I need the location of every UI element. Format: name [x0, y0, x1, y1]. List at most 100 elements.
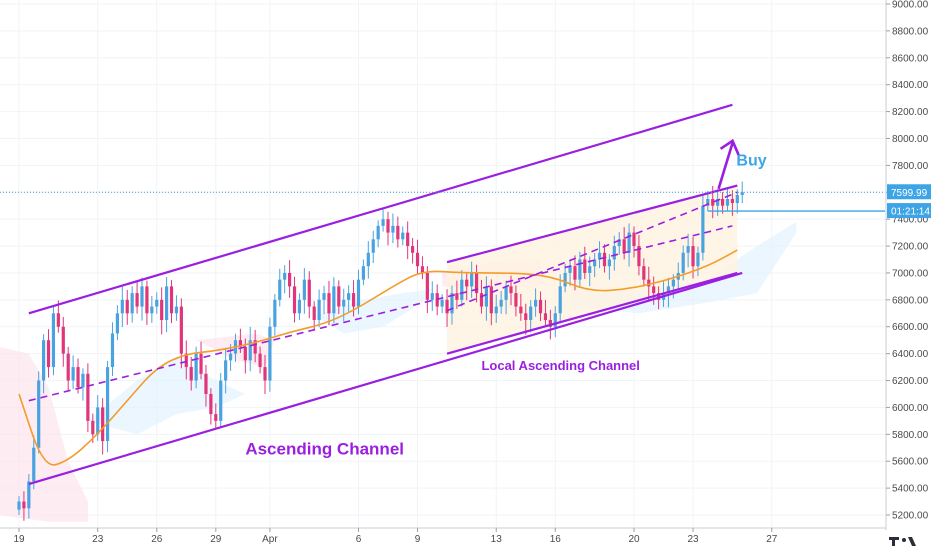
time-tick-label: 19 [13, 534, 25, 545]
candle-body [91, 420, 95, 435]
candle-body [637, 246, 641, 267]
time-tick-label: 29 [210, 534, 222, 545]
candle-body [701, 205, 705, 253]
candle-body [440, 299, 444, 307]
candle-body [573, 266, 577, 280]
candle-body [105, 367, 110, 442]
candle-body [396, 225, 400, 240]
candle-body [460, 279, 464, 300]
candle-body [489, 286, 493, 314]
price-tick-label: 5800.00 [892, 430, 929, 441]
candle-body [145, 286, 149, 314]
candle-body [420, 266, 425, 273]
candle-body [194, 353, 198, 381]
candle-body [150, 306, 154, 314]
candle-body [17, 501, 21, 510]
candle-body [110, 333, 115, 368]
candle-body [214, 414, 218, 421]
candle-body [66, 353, 70, 381]
candles [17, 181, 744, 521]
channel-lines[interactable] [0, 103, 885, 486]
annotations: Ascending Channel Local Ascending Channel… [245, 138, 767, 458]
candle-body [612, 246, 616, 260]
price-tick-label: 6400.00 [892, 349, 929, 360]
time-tick-label: 26 [151, 534, 163, 545]
candle-body [204, 373, 208, 394]
candle-body [37, 380, 41, 448]
candle-body [238, 340, 242, 347]
candle-body [86, 373, 90, 421]
candle-body [258, 353, 262, 368]
candle-body [337, 286, 341, 307]
candle-body [607, 259, 611, 267]
current-price-badge [887, 184, 931, 200]
candle-body [302, 279, 306, 300]
candle-body [593, 259, 597, 267]
candle-body [415, 252, 420, 267]
candle-body [125, 299, 129, 314]
time-tick-label: 20 [628, 534, 640, 545]
price-axis[interactable]: 9000.00 8800.00 8600.00 8400.00 8200.00 8000.… [885, 0, 931, 530]
moving-average [18, 249, 738, 466]
candle-body [524, 313, 528, 321]
candle-body [725, 198, 730, 206]
candle-body [278, 279, 282, 300]
candle-body [706, 198, 710, 206]
local-lower-line [446, 271, 738, 355]
candle-body [361, 266, 365, 280]
candle-body [479, 293, 484, 307]
candle-body [174, 306, 179, 314]
candle-body [263, 367, 267, 381]
candle-body [740, 192, 744, 195]
candle-body [666, 286, 671, 294]
time-axis[interactable]: 19 23 26 29 Apr 6 9 13 16 20 23 27 [0, 527, 886, 545]
candle-body [268, 326, 272, 381]
countdown-badge [887, 203, 931, 219]
price-tick-label: 6600.00 [892, 322, 929, 333]
local-middle-line [446, 191, 738, 312]
candle-body [42, 340, 46, 381]
price-tick-label: 6800.00 [892, 295, 929, 306]
candle-body [371, 239, 375, 253]
candle-body [519, 306, 523, 314]
candle-body [642, 266, 646, 280]
candle-body [484, 286, 488, 307]
time-tick-label: 23 [92, 534, 104, 545]
candle-body [327, 293, 331, 314]
candle-body [720, 198, 725, 206]
candle-body [101, 407, 105, 442]
price-tick-label: 7800.00 [892, 161, 929, 172]
candle-body [273, 299, 277, 327]
current-price-value: 7599.99 [891, 188, 928, 199]
candle-body [622, 239, 626, 253]
candle-body [529, 306, 533, 321]
channel-upper-line [28, 103, 733, 315]
time-tick-label: 9 [415, 534, 421, 545]
candle-body [386, 219, 390, 233]
candle-body [32, 447, 36, 482]
candle-body [56, 313, 60, 327]
candle-body [543, 313, 548, 321]
candle-body [411, 246, 415, 253]
candle-body [671, 279, 675, 287]
candle-body [558, 286, 562, 314]
candle-body [568, 266, 572, 273]
candle-body [499, 299, 503, 307]
candle-body [474, 272, 479, 294]
candle-body [430, 293, 434, 300]
candle-body [711, 198, 715, 206]
price-tick-label: 5200.00 [892, 511, 929, 522]
candle-body [391, 225, 395, 233]
candle-body [681, 252, 685, 273]
candle-body [583, 259, 587, 273]
candle-body [46, 340, 51, 368]
tradingview-logo-icon [889, 537, 916, 546]
time-tick-label: 16 [550, 534, 562, 545]
candle-body [307, 279, 311, 307]
candle-body [209, 393, 213, 415]
candle-body [317, 299, 321, 321]
time-tick-label: 27 [766, 534, 778, 545]
price-tick-label: 9000.00 [892, 0, 929, 11]
candle-body [283, 272, 287, 280]
